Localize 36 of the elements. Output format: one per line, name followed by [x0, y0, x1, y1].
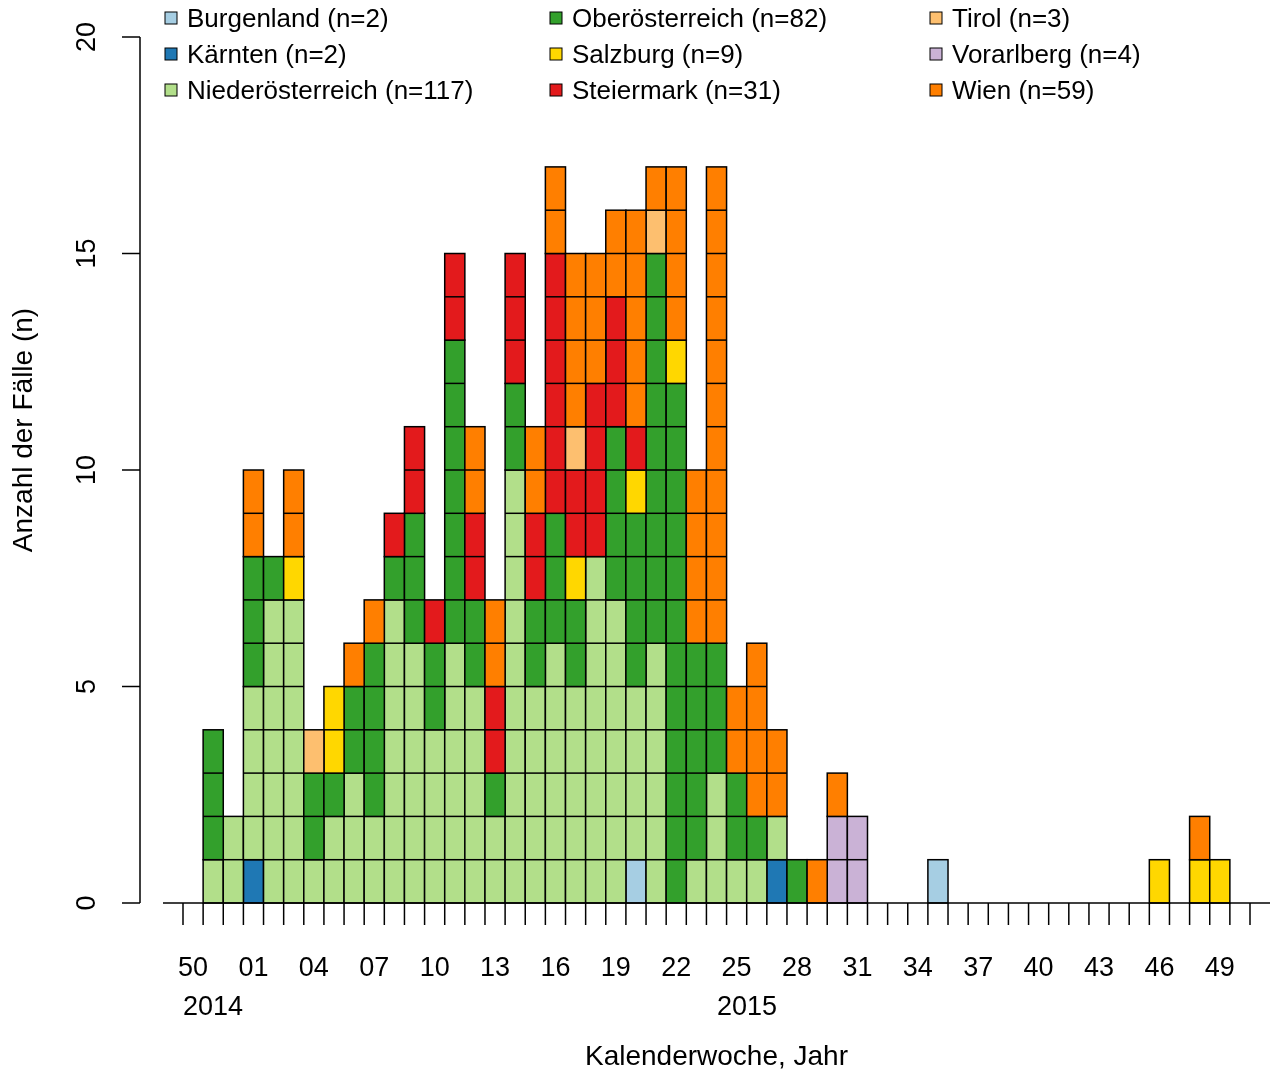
x-tick-label: 50	[178, 952, 209, 982]
x-tick-label: 16	[540, 952, 571, 982]
x-tick-label: 25	[721, 952, 752, 982]
legend-label: Burgenland (n=2)	[187, 3, 389, 33]
x-tick-label: 49	[1204, 952, 1235, 982]
legend-label: Tirol (n=3)	[952, 3, 1071, 33]
legend-label: Wien (n=59)	[952, 75, 1095, 105]
x-tick-label: 43	[1083, 952, 1115, 982]
x-tick-label: 01	[238, 952, 269, 982]
x-tick-label: 10	[419, 952, 450, 982]
text: 2014	[182, 991, 244, 1021]
legend-label: Niederösterreich (n=117)	[187, 75, 474, 105]
text: 2015	[716, 991, 778, 1021]
x-axis-title: Kalenderwoche, Jahr	[584, 1040, 849, 1071]
legend-label: Vorarlberg (n=4)	[952, 39, 1141, 69]
y-axis-title: Anzahl der Fälle (n)	[7, 307, 38, 553]
legend-label: Salzburg (n=9)	[572, 39, 744, 69]
y-tick-label: 20	[71, 21, 101, 53]
x-tick-label: 46	[1144, 952, 1175, 982]
x-tick-label: 19	[600, 952, 631, 982]
x-tick-label: 34	[902, 952, 933, 982]
y-tick-label: 0	[71, 895, 101, 911]
x-tick-label: 31	[842, 952, 873, 982]
legend-label: Kärnten (n=2)	[187, 39, 347, 69]
y-tick-label: 15	[71, 238, 101, 269]
x-tick-label: 22	[661, 952, 692, 982]
x-tick-label: 28	[782, 952, 813, 982]
x-tick-label: 04	[298, 952, 329, 982]
x-tick-label: 37	[963, 952, 994, 982]
x-tick-label: 07	[359, 952, 390, 982]
x-tick-label: 40	[1023, 952, 1054, 982]
y-tick-label: 5	[71, 678, 101, 695]
y-tick-label: 10	[71, 454, 101, 486]
legend-label: Oberösterreich (n=82)	[572, 3, 828, 33]
x-tick-label: 13	[480, 952, 511, 982]
legend-label: Steiermark (n=31)	[572, 75, 781, 105]
